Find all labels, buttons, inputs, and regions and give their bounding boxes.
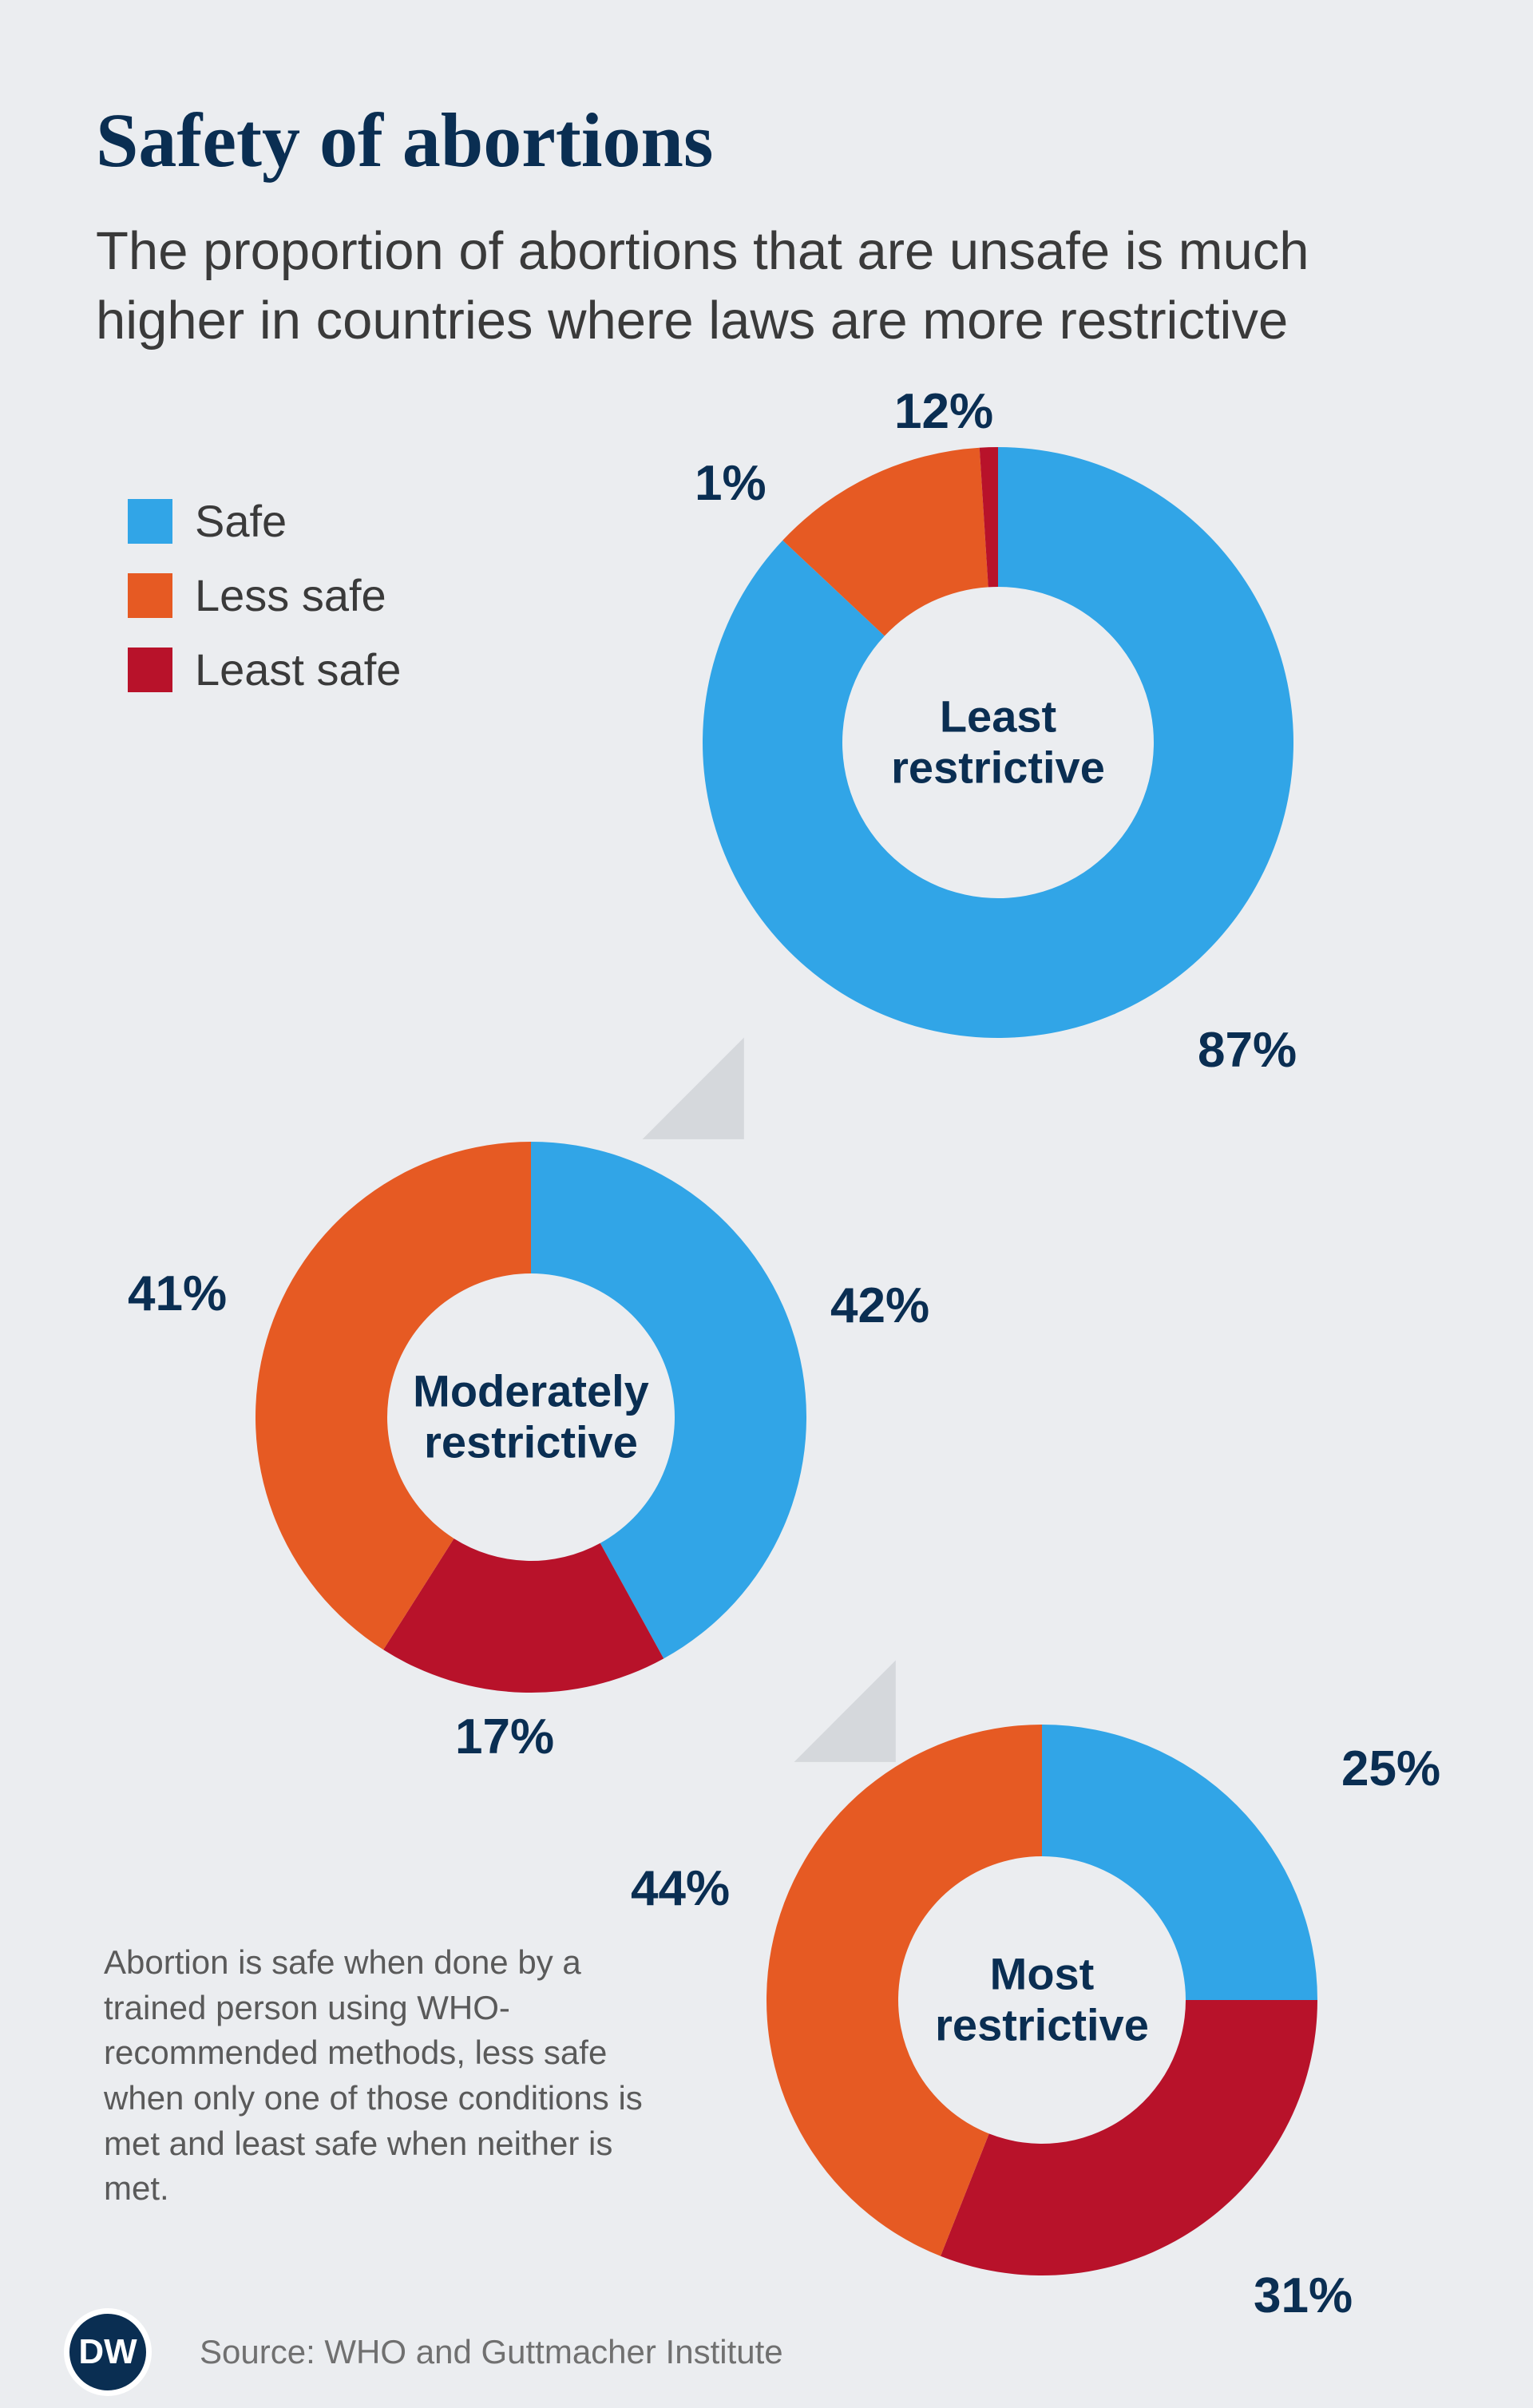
legend-item: Least safe (128, 644, 401, 695)
percent-label: 41% (128, 1265, 227, 1322)
page-subtitle: The proportion of abortions that are uns… (96, 216, 1437, 355)
legend-swatch (128, 648, 172, 692)
percent-label: 1% (695, 455, 766, 512)
donut-center-label: Moderately restrictive (403, 1366, 659, 1469)
percent-label: 17% (455, 1709, 554, 1765)
page-title: Safety of abortions (96, 96, 1437, 184)
infographic-container: Safety of abortions The proportion of ab… (0, 0, 1533, 2408)
logo-text: DW (78, 2332, 137, 2372)
chart-legend: Safe Less safe Least safe (128, 495, 401, 718)
legend-swatch (128, 573, 172, 618)
donut-center-label: Most restrictive (914, 1949, 1170, 2052)
legend-item: Safe (128, 495, 401, 547)
percent-label: 25% (1341, 1741, 1440, 1797)
donut-center-label: Least restrictive (870, 691, 1126, 794)
legend-label: Least safe (195, 644, 401, 695)
legend-label: Less safe (195, 569, 386, 621)
legend-item: Less safe (128, 569, 401, 621)
percent-label: 12% (894, 383, 993, 440)
donut-moderately-restrictive: Moderately restrictive42%41%17% (256, 1142, 806, 1693)
dw-logo-icon: DW (64, 2308, 152, 2396)
percent-label: 44% (631, 1860, 730, 1917)
donut-least-restrictive: Least restrictive87%12%1% (703, 447, 1293, 1038)
source-text: Source: WHO and Guttmacher Institute (200, 2333, 783, 2371)
legend-label: Safe (195, 495, 287, 547)
footer-bar: DW Source: WHO and Guttmacher Institute (0, 2296, 1533, 2408)
percent-label: 42% (830, 1277, 929, 1334)
footnote-text: Abortion is safe when done by a trained … (104, 1940, 663, 2212)
percent-label: 87% (1198, 1022, 1297, 1079)
legend-swatch (128, 499, 172, 544)
